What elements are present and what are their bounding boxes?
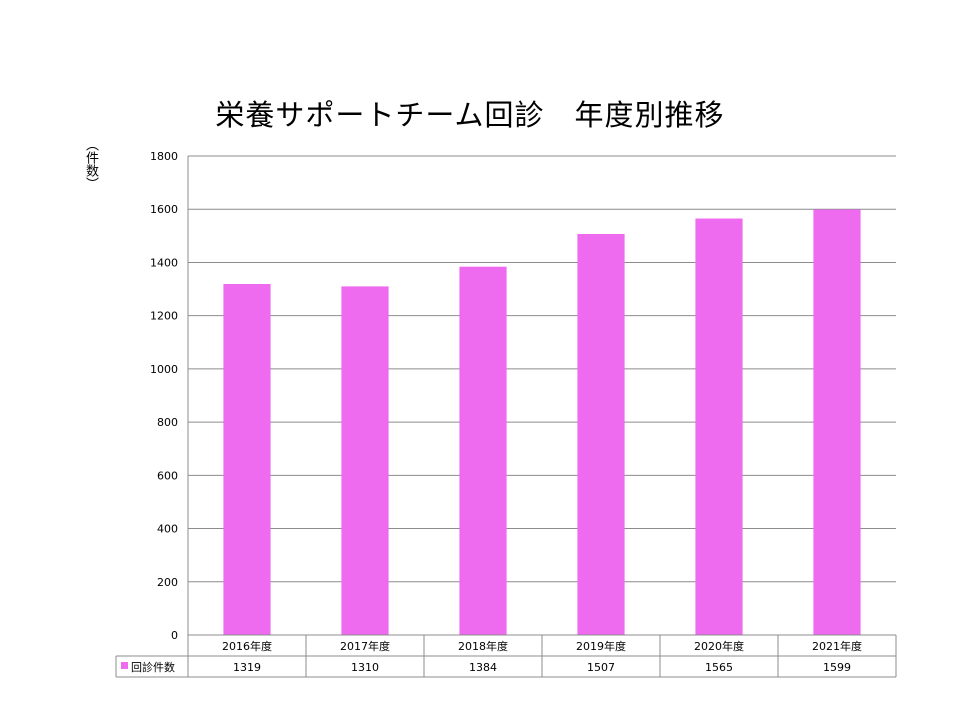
y-tick-label-1400: 1400 xyxy=(150,256,178,269)
bar-2016年度 xyxy=(223,283,271,635)
bar-2020年度 xyxy=(695,218,743,635)
y-tick-label-200: 200 xyxy=(157,576,178,589)
x-category-label: 2017年度 xyxy=(340,639,390,653)
y-tick-label-400: 400 xyxy=(157,523,178,536)
x-category-label: 2019年度 xyxy=(576,639,626,653)
y-tick-label-0: 0 xyxy=(171,629,178,642)
y-tick-label-800: 800 xyxy=(157,416,178,429)
data-table-value: 1319 xyxy=(233,661,261,674)
y-axis-unit-label: （件数） xyxy=(83,138,98,190)
x-category-label: 2020年度 xyxy=(694,639,744,653)
bar-2017年度 xyxy=(341,286,389,635)
data-table-value: 1507 xyxy=(587,661,615,674)
bar-2021年度 xyxy=(813,209,861,635)
y-tick-label-1200: 1200 xyxy=(150,310,178,323)
x-category-label: 2016年度 xyxy=(222,639,272,653)
data-table-value: 1384 xyxy=(469,661,497,674)
data-table-value: 1599 xyxy=(823,661,851,674)
data-table-value: 1310 xyxy=(351,661,379,674)
legend-series-label: 回診件数 xyxy=(131,660,175,674)
chart-title: 栄養サポートチーム回診 年度別推移 xyxy=(215,98,725,132)
bar-2018年度 xyxy=(459,266,507,635)
legend-swatch xyxy=(121,662,128,669)
x-category-label: 2021年度 xyxy=(812,639,862,653)
y-tick-label-1800: 1800 xyxy=(150,150,178,163)
x-category-label: 2018年度 xyxy=(458,639,508,653)
data-table-value: 1565 xyxy=(705,661,733,674)
bar-2019年度 xyxy=(577,233,625,635)
y-tick-label-1600: 1600 xyxy=(150,203,178,216)
y-tick-label-600: 600 xyxy=(157,469,178,482)
y-tick-label-1000: 1000 xyxy=(150,363,178,376)
